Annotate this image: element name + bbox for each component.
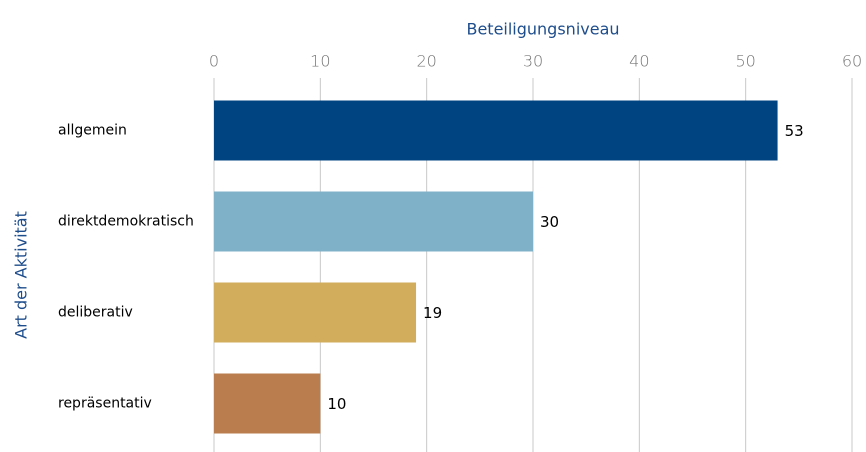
y-tick-label: direktdemokratisch: [58, 214, 194, 230]
data-label: 19: [423, 304, 442, 322]
x-tick-label: 60: [842, 52, 862, 71]
bar: [214, 282, 417, 343]
y-tick-label: deliberativ: [58, 305, 133, 321]
x-tick-label: 10: [310, 52, 330, 71]
bar: [214, 100, 778, 161]
y-tick-label: repräsentativ: [58, 396, 152, 412]
x-tick-label: 40: [629, 52, 649, 71]
data-label: 30: [540, 213, 559, 231]
y-axis-title: Art der Aktivität: [12, 211, 31, 339]
bar: [214, 373, 321, 434]
data-label: 53: [785, 122, 804, 140]
x-axis-title: Beteiligungsniveau: [466, 20, 619, 39]
x-tick-label: 0: [209, 52, 219, 71]
bar: [214, 191, 533, 252]
x-tick-label: 20: [416, 52, 436, 71]
data-label: 10: [327, 395, 346, 413]
x-tick-label: 30: [523, 52, 543, 71]
y-tick-label: allgemein: [58, 123, 127, 139]
x-tick-label: 50: [735, 52, 755, 71]
